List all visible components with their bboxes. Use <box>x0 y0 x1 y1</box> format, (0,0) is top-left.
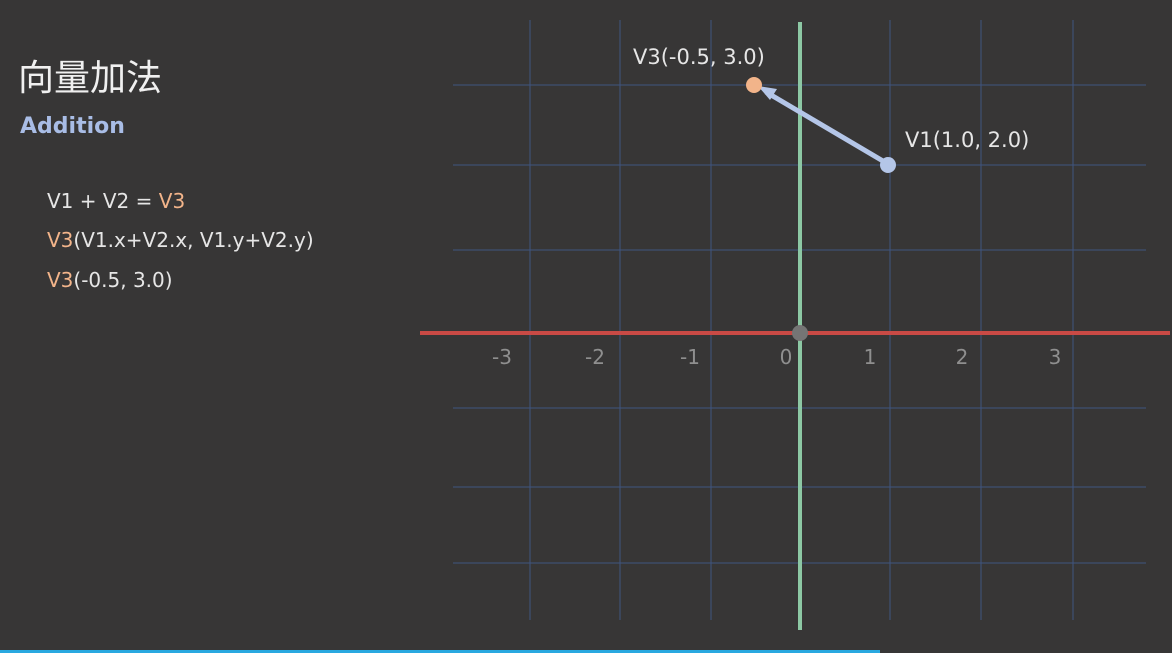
arrow-head <box>758 86 777 100</box>
equation: V3(V1.x+V2.x, V1.y+V2.y) <box>47 228 314 252</box>
axis-label: -1 <box>680 345 700 369</box>
axis-label: 3 <box>1049 345 1062 369</box>
equation: V3(-0.5, 3.0) <box>47 268 173 292</box>
point-label: V3(-0.5, 3.0) <box>633 45 765 69</box>
highlight: V3 <box>47 268 73 292</box>
highlight: V3 <box>47 228 73 252</box>
axis-label: 1 <box>864 345 877 369</box>
equation-text: V1 + V2 = <box>47 189 159 213</box>
axis-label: -3 <box>492 345 512 369</box>
equation-text: (V1.x+V2.x, V1.y+V2.y) <box>73 228 313 252</box>
point-v1 <box>880 157 896 173</box>
equation: V1 + V2 = V3 <box>47 189 185 213</box>
title: 向量加法 <box>18 58 162 99</box>
axis-label: 2 <box>956 345 969 369</box>
origin <box>792 325 808 341</box>
axis-label: -2 <box>585 345 605 369</box>
axis-label: 0 <box>780 345 793 369</box>
progress-bar <box>0 650 880 653</box>
point-v3 <box>746 77 762 93</box>
equation-text: (-0.5, 3.0) <box>73 268 172 292</box>
subtitle: Addition <box>20 114 125 139</box>
point-label: V1(1.0, 2.0) <box>905 128 1029 152</box>
vector-arrow <box>764 89 890 167</box>
highlight: V3 <box>159 189 185 213</box>
